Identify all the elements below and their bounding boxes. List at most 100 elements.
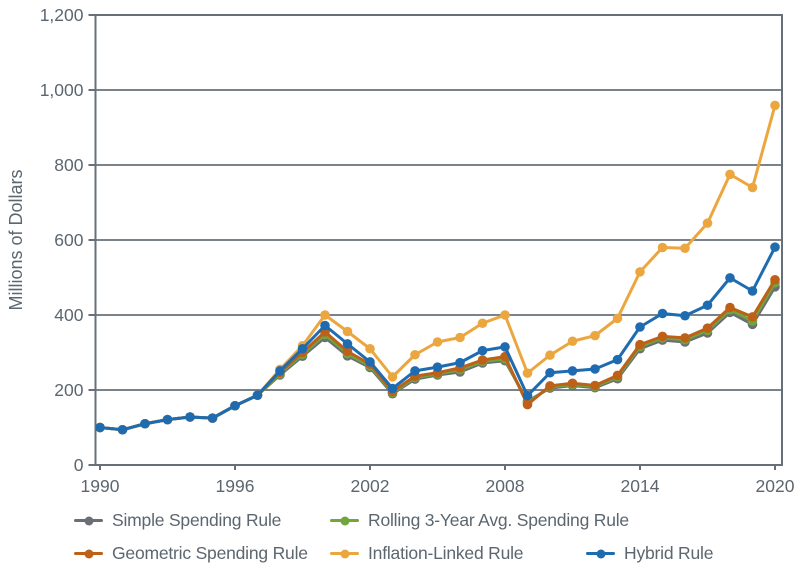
data-point-hybrid-rule <box>207 413 218 423</box>
data-point-hybrid-rule <box>297 343 308 354</box>
data-point-hybrid-rule <box>185 412 195 422</box>
data-point-inflation-linked-rule <box>612 313 623 324</box>
data-point-inflation-linked-rule <box>477 318 488 329</box>
data-point-hybrid-rule <box>590 364 600 374</box>
x-tick-label: 2002 <box>351 476 390 496</box>
legend-label-inflation-linked-rule: Inflation-Linked Rule <box>368 543 524 563</box>
line-chart-container: 0 200 400 600 800 1,000 1,200 1990 1996 2002 2008 2… <box>6 5 795 496</box>
data-point-geometric-spending-rule <box>342 346 353 357</box>
data-point-hybrid-rule <box>252 390 263 401</box>
data-point-inflation-linked-rule <box>500 310 510 320</box>
data-point-geometric-spending-rule <box>770 274 780 285</box>
legend-marker-icon <box>74 549 103 558</box>
legend-label-hybrid-rule: Hybrid Rule <box>624 543 714 563</box>
data-point-inflation-linked-rule <box>365 343 375 354</box>
y-tick-label: 1,200 <box>40 5 84 25</box>
y-tick-label: 0 <box>74 455 84 475</box>
data-point-inflation-linked-rule <box>590 330 600 341</box>
data-point-geometric-spending-rule <box>635 339 645 350</box>
data-point-hybrid-rule <box>342 339 353 349</box>
data-point-hybrid-rule <box>95 422 105 433</box>
data-point-hybrid-rule <box>747 286 758 296</box>
data-point-inflation-linked-rule <box>342 326 353 337</box>
data-point-inflation-linked-rule <box>747 182 758 193</box>
data-point-inflation-linked-rule <box>545 350 555 360</box>
chart-legend: Simple Spending Rule Rolling 3-Year Avg. … <box>0 504 800 570</box>
data-point-geometric-spending-rule <box>477 355 488 365</box>
data-point-geometric-spending-rule <box>522 399 533 410</box>
data-point-inflation-linked-rule <box>702 218 713 228</box>
data-point-hybrid-rule <box>117 424 128 435</box>
data-point-inflation-linked-rule <box>567 336 578 347</box>
data-point-inflation-linked-rule <box>387 372 398 382</box>
legend-item-geometric-spending-rule: Geometric Spending Rule <box>74 543 330 564</box>
data-point-hybrid-rule <box>567 366 578 376</box>
legend-row-2: Geometric Spending Rule Inflation-Linked … <box>74 537 800 570</box>
data-point-hybrid-rule <box>702 300 713 311</box>
data-point-hybrid-rule <box>432 362 443 372</box>
data-point-hybrid-rule <box>365 357 375 367</box>
data-point-geometric-spending-rule <box>545 381 555 391</box>
data-point-geometric-spending-rule <box>612 370 623 381</box>
data-point-hybrid-rule <box>387 383 398 394</box>
data-point-hybrid-rule <box>612 354 623 365</box>
series-line-inflation-linked-rule <box>98 103 777 432</box>
y-tick-label: 400 <box>54 305 83 325</box>
data-point-geometric-spending-rule <box>747 312 758 322</box>
x-tick-label: 2014 <box>621 476 660 496</box>
y-tick-label: 200 <box>54 380 83 400</box>
data-point-hybrid-rule <box>545 367 555 378</box>
data-point-hybrid-rule <box>635 322 645 332</box>
x-tick-label: 2020 <box>756 476 795 496</box>
series-line-geometric-spending-rule <box>98 278 777 432</box>
legend-item-rolling-3-year-avg-spending-rule: Rolling 3-Year Avg. Spending Rule <box>330 510 629 531</box>
data-point-inflation-linked-rule <box>432 337 443 347</box>
legend-marker-icon <box>330 549 359 558</box>
data-point-hybrid-rule <box>657 308 668 319</box>
legend-marker-icon <box>330 516 359 525</box>
legend-marker-dot-icon <box>340 516 349 525</box>
legend-item-inflation-linked-rule: Inflation-Linked Rule <box>330 543 586 564</box>
data-point-geometric-spending-rule <box>657 331 668 342</box>
data-point-geometric-spending-rule <box>680 333 690 343</box>
legend-label-simple-spending-rule: Simple Spending Rule <box>112 510 282 530</box>
line-chart: 0 200 400 600 800 1,000 1,200 1990 1996 2002 2008 2… <box>6 5 795 496</box>
series-line-rolling-3-year-avg-spending-rule <box>98 281 777 432</box>
y-tick-label: 800 <box>54 155 83 175</box>
legend-marker-dot-icon <box>84 516 93 525</box>
series-line-simple-spending-rule <box>98 285 777 432</box>
data-point-inflation-linked-rule <box>770 100 780 111</box>
data-point-geometric-spending-rule <box>590 380 600 391</box>
data-point-hybrid-rule <box>320 320 330 331</box>
data-point-hybrid-rule <box>680 310 690 321</box>
data-point-geometric-spending-rule <box>725 302 735 313</box>
data-point-hybrid-rule <box>770 242 780 252</box>
legend-marker-dot-icon <box>340 549 349 558</box>
data-point-inflation-linked-rule <box>455 332 465 343</box>
data-point-hybrid-rule <box>230 400 240 411</box>
data-point-hybrid-rule <box>410 366 420 376</box>
data-point-inflation-linked-rule <box>725 169 735 180</box>
data-point-hybrid-rule <box>725 273 735 283</box>
legend-marker-dot-icon <box>596 549 605 558</box>
data-point-hybrid-rule <box>140 418 150 429</box>
x-tick-label: 2008 <box>486 476 525 496</box>
y-tick-label: 600 <box>54 230 83 250</box>
legend-item-hybrid-rule: Hybrid Rule <box>586 543 713 564</box>
data-point-hybrid-rule <box>275 366 285 376</box>
legend-row-1: Simple Spending Rule Rolling 3-Year Avg. … <box>74 504 800 537</box>
data-point-hybrid-rule <box>455 357 465 368</box>
y-tick-label: 1,000 <box>40 80 84 100</box>
data-point-inflation-linked-rule <box>657 242 668 253</box>
data-point-geometric-spending-rule <box>567 378 578 389</box>
data-point-geometric-spending-rule <box>702 323 713 333</box>
legend-marker-icon <box>586 549 615 558</box>
data-point-inflation-linked-rule <box>320 310 330 320</box>
data-point-hybrid-rule <box>500 342 510 352</box>
x-tick-label: 1996 <box>216 476 255 496</box>
x-tick-label: 1990 <box>81 476 120 496</box>
data-point-inflation-linked-rule <box>680 243 690 254</box>
legend-marker-icon <box>74 516 103 525</box>
legend-label-rolling-3-year-avg-spending-rule: Rolling 3-Year Avg. Spending Rule <box>368 510 629 530</box>
data-point-hybrid-rule <box>522 390 533 401</box>
